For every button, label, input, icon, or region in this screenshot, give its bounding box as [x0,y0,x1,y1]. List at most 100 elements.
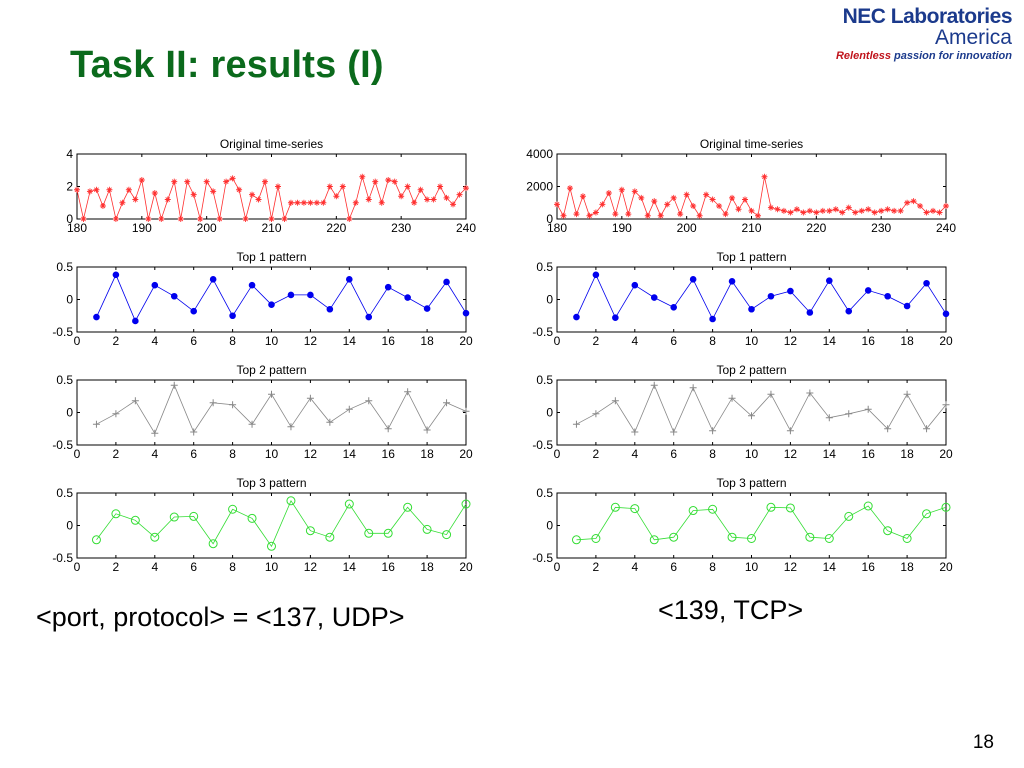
x-tick-label: 20 [939,334,953,348]
data-point [112,216,119,222]
logo-tagline-em: Relentless [835,50,891,62]
data-point [462,407,470,415]
data-point [742,196,749,203]
data-point [164,196,171,203]
x-tick-label: 2 [113,447,120,461]
x-tick-label: 0 [74,334,81,348]
x-tick-label: 18 [900,447,914,461]
data-point [190,191,197,198]
data-point [657,212,664,219]
chart-title: Original time-series [220,137,323,151]
y-tick-label: 0 [66,406,73,420]
data-point [677,211,684,218]
data-point [703,191,710,198]
x-tick-label: 10 [265,447,279,461]
data-point [631,188,638,195]
data-point [813,209,820,216]
data-point [177,216,184,222]
data-point [670,194,677,201]
data-point [903,390,911,398]
x-tick-label: 6 [190,447,197,461]
data-point [306,394,314,402]
data-point [610,502,620,512]
logo-tagline: Relentless passion for innovation [836,49,1012,63]
data-point [858,207,865,214]
x-tick-label: 20 [459,334,473,348]
data-point [780,207,787,214]
data-point [462,309,470,317]
x-tick-label: 12 [304,334,318,348]
x-tick-label: 14 [343,447,357,461]
chart-title: Top 2 pattern [716,363,786,377]
data-point [728,278,736,285]
data-point [709,196,716,203]
data-point [359,173,366,180]
data-point [345,405,353,413]
data-point [651,198,658,205]
data-point [443,278,450,286]
logo-tagline-rest: passion for innovation [894,50,1012,62]
x-tick-label: 18 [900,560,914,574]
data-point [560,212,567,219]
data-point [339,183,346,190]
chart-title: Original time-series [700,137,803,151]
data-point [904,199,911,206]
chart-title: Top 1 pattern [236,250,306,264]
data-point [326,183,333,190]
x-tick-label: 18 [420,334,434,348]
data-point [683,191,690,198]
data-point [825,414,833,422]
chart-title: Top 1 pattern [716,250,786,264]
data-point [130,515,140,525]
data-point [112,271,120,279]
y-tick-label: 0.5 [536,373,553,387]
data-point [586,212,593,219]
x-tick-label: 6 [190,334,197,348]
data-point [229,312,236,320]
data-point [852,209,859,216]
data-point [748,207,755,214]
series-line [96,273,467,322]
data-point [158,216,165,222]
data-point [111,509,121,519]
data-point [411,199,418,206]
x-tick-label: 10 [265,560,279,574]
data-point [806,309,814,316]
data-point [404,294,411,301]
x-tick-label: 18 [420,560,434,574]
data-point [930,207,937,214]
data-point [422,524,432,534]
x-tick-label: 6 [670,447,677,461]
x-tick-label: 200 [197,221,217,235]
data-point [209,276,217,283]
data-point [605,190,612,196]
data-point [80,216,87,222]
data-point [106,186,113,193]
y-tick-label: -0.5 [52,325,73,339]
data-point [93,186,100,193]
data-point [404,183,411,190]
data-point [566,185,573,192]
data-point [248,281,256,289]
data-point [845,204,852,211]
data-point [190,307,197,315]
x-tick-label: 4 [151,447,158,461]
data-point [170,381,178,389]
x-tick-label: 6 [670,334,677,348]
data-point [92,420,100,428]
data-point [625,211,632,218]
y-tick-label: -0.5 [52,551,73,565]
data-point [839,209,846,216]
data-point [287,291,295,299]
x-tick-label: 2 [593,560,600,574]
series-line [576,384,947,434]
x-tick-label: 190 [132,221,152,235]
x-tick-label: 14 [823,447,837,461]
x-tick-label: 2 [593,447,600,461]
data-point [190,428,198,436]
data-point [735,206,742,213]
